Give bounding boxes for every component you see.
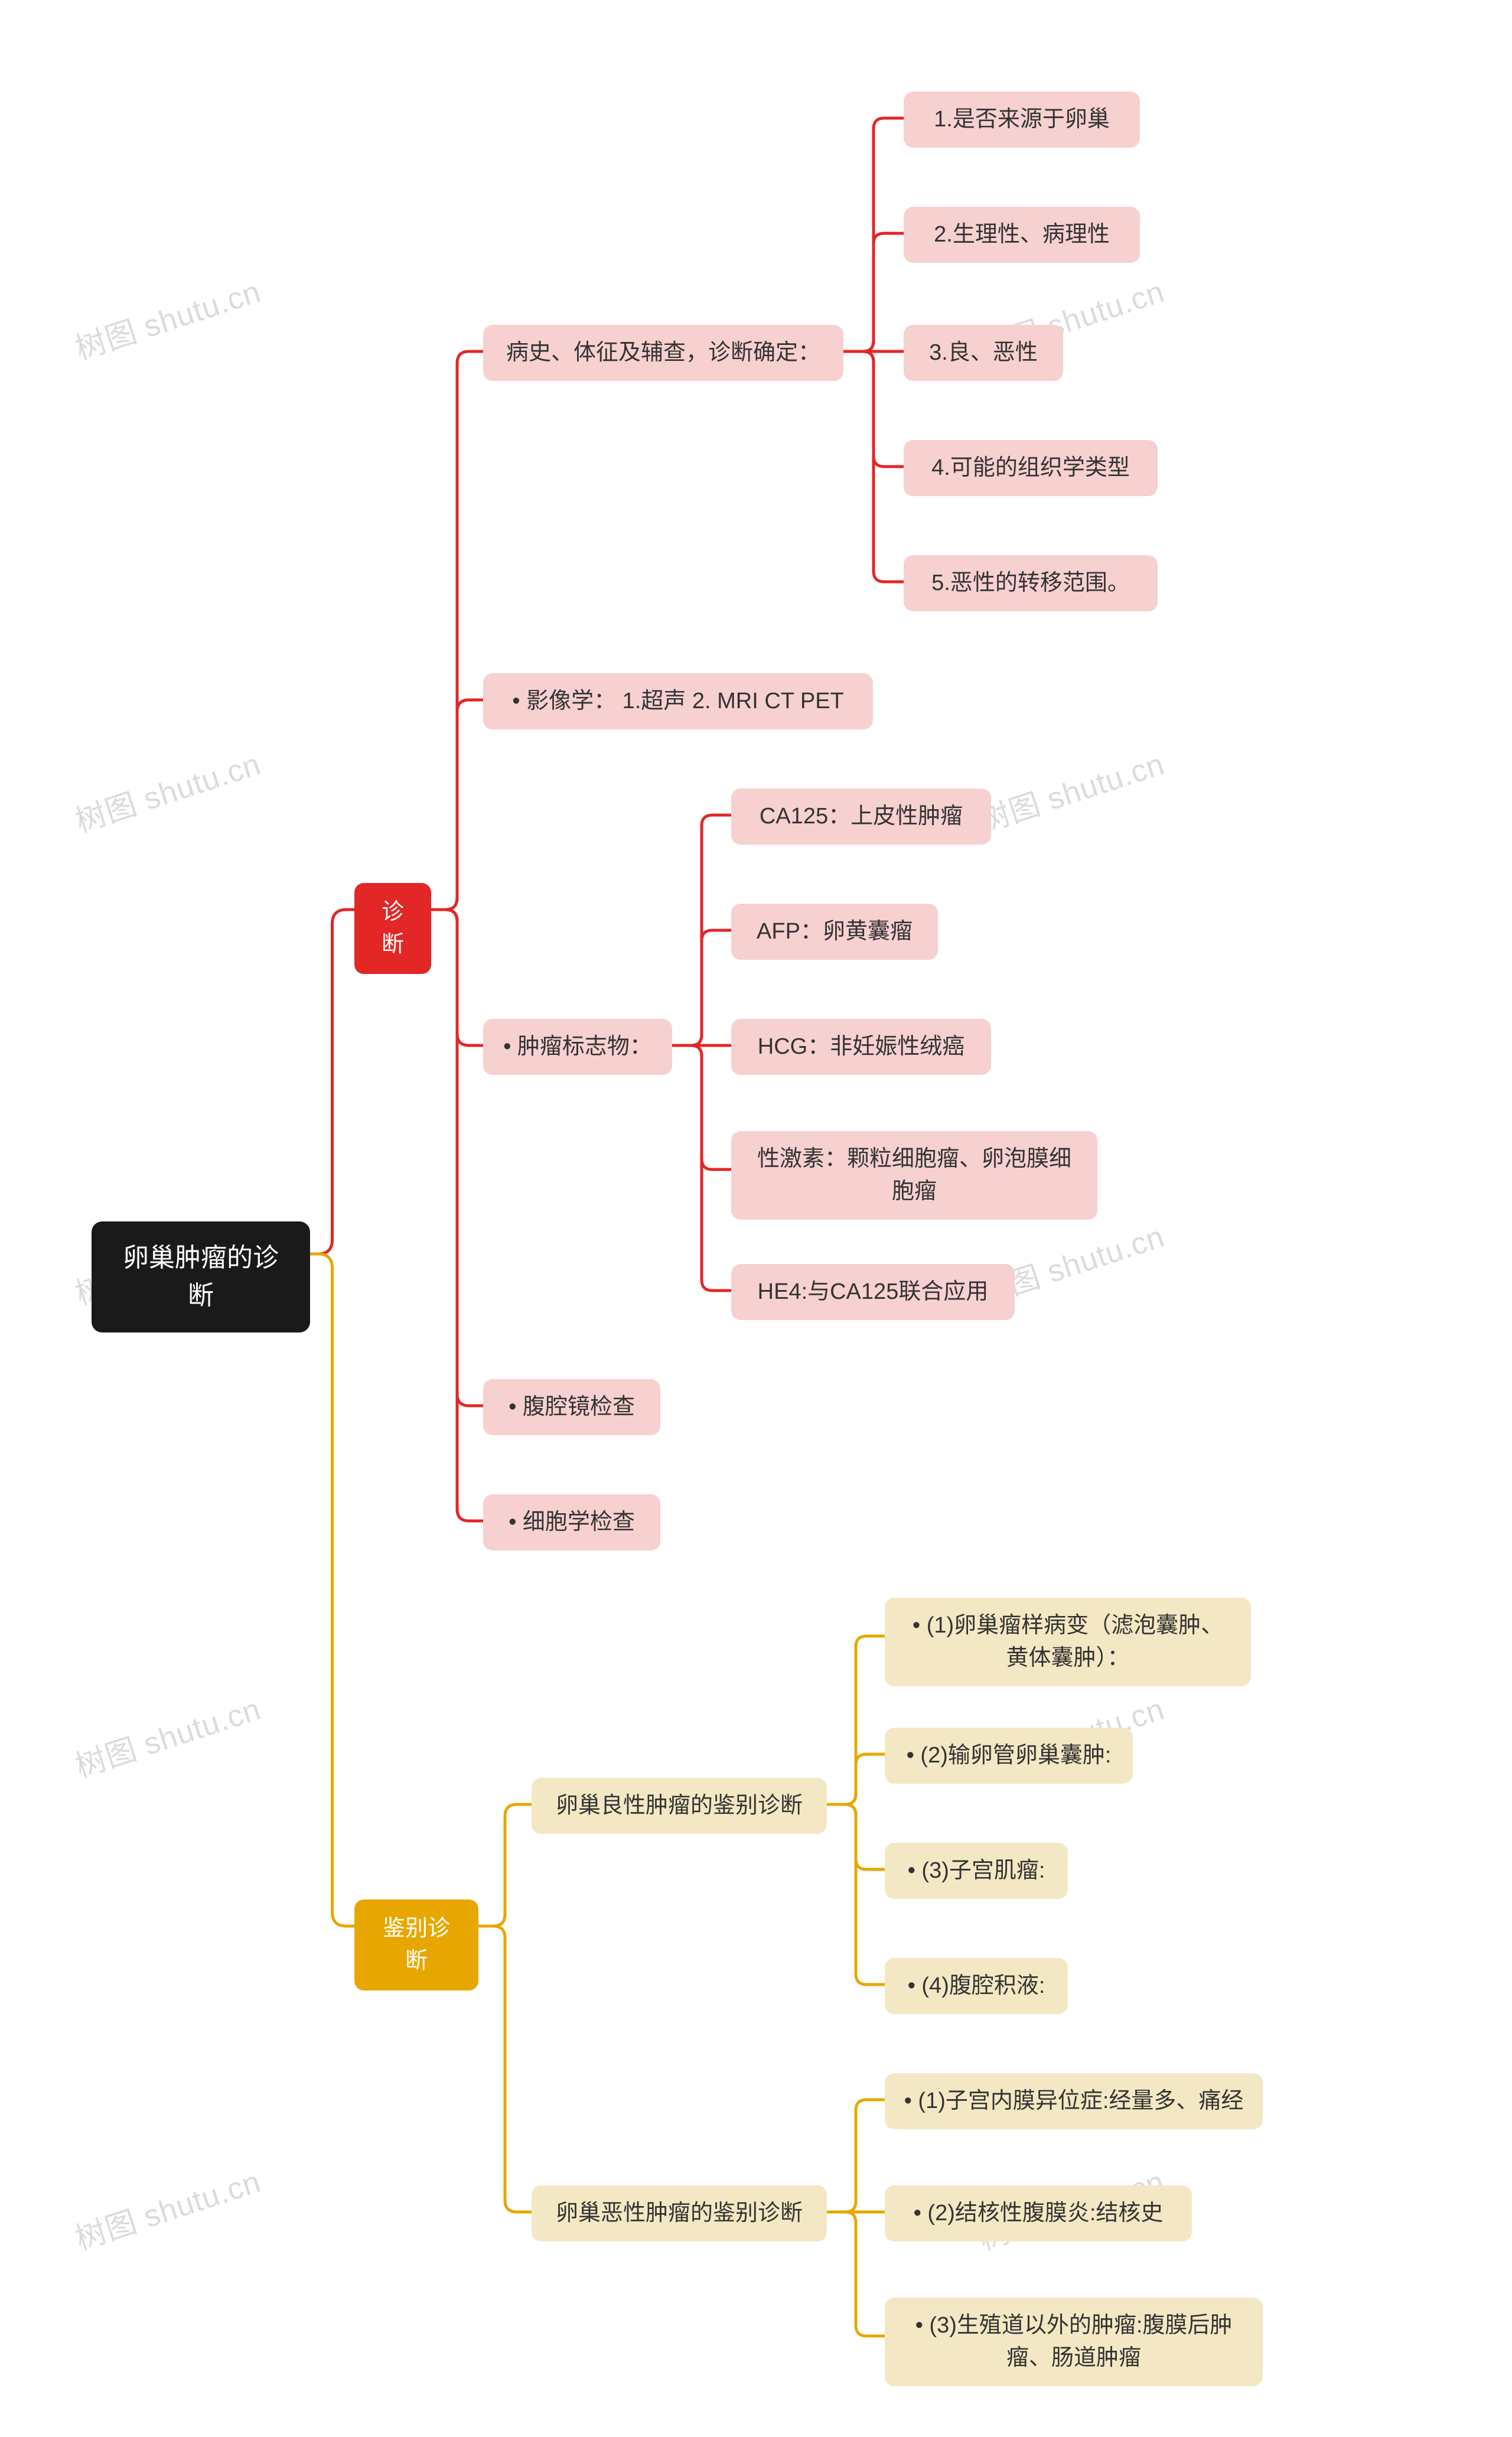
branch-diag-label: 诊断 bbox=[373, 896, 412, 961]
node-hist-2: 3.良、恶性 bbox=[904, 325, 1063, 381]
node-hist: 病史、体征及辅查，诊断确定： bbox=[483, 325, 843, 381]
connector bbox=[843, 351, 904, 467]
watermark: 树图 shutu.cn bbox=[69, 1684, 265, 1786]
node-benign-1-label: • (2)输卵管卵巢囊肿: bbox=[907, 1739, 1112, 1772]
node-markers-2-label: HCG：非妊娠性绒癌 bbox=[758, 1031, 964, 1063]
connector bbox=[431, 910, 483, 1045]
node-hist-4-label: 5.恶性的转移范围。 bbox=[931, 567, 1130, 600]
branch-diff-label: 鉴别诊断 bbox=[373, 1913, 460, 1977]
node-hist-0-label: 1.是否来源于卵巢 bbox=[934, 103, 1110, 136]
node-benign-1: • (2)输卵管卵巢囊肿: bbox=[885, 1728, 1133, 1784]
node-malig-1: • (2)结核性腹膜炎:结核史 bbox=[885, 2185, 1192, 2241]
node-malig-2: • (3)生殖道以外的肿瘤:腹膜后肿瘤、肠道肿瘤 bbox=[885, 2298, 1263, 2386]
connector bbox=[431, 910, 483, 1406]
node-malig: 卵巢恶性肿瘤的鉴别诊断 bbox=[532, 2185, 827, 2241]
node-benign-3-label: • (4)腹腔积液: bbox=[908, 1970, 1045, 2002]
node-hist-1: 2.生理性、病理性 bbox=[904, 207, 1140, 263]
connector bbox=[827, 2100, 885, 2212]
root-node: 卵巢肿瘤的诊断 bbox=[92, 1221, 310, 1332]
node-hist-4: 5.恶性的转移范围。 bbox=[904, 555, 1158, 611]
node-markers-0-label: CA125：上皮性肿瘤 bbox=[760, 800, 963, 833]
node-markers-label: • 肿瘤标志物： bbox=[503, 1031, 652, 1063]
connector bbox=[843, 118, 904, 351]
connector bbox=[672, 930, 731, 1045]
connector bbox=[827, 1754, 885, 1804]
node-benign: 卵巢良性肿瘤的鉴别诊断 bbox=[532, 1778, 827, 1834]
branch-diff: 鉴别诊断 bbox=[354, 1900, 478, 1990]
node-imaging: • 影像学： 1.超声 2. MRI CT PET bbox=[483, 673, 873, 729]
connector bbox=[431, 910, 483, 1521]
connector bbox=[478, 1804, 532, 1926]
connector bbox=[672, 815, 731, 1045]
connector bbox=[672, 1045, 731, 1291]
node-malig-0-label: • (1)子宫内膜异位症:经量多、痛经 bbox=[904, 2085, 1244, 2117]
node-cyto: • 细胞学检查 bbox=[483, 1494, 660, 1550]
connector bbox=[310, 910, 354, 1254]
node-malig-label: 卵巢恶性肿瘤的鉴别诊断 bbox=[556, 2197, 803, 2230]
watermark: 树图 shutu.cn bbox=[69, 266, 265, 368]
watermark: 树图 shutu.cn bbox=[69, 739, 265, 840]
node-markers-0: CA125：上皮性肿瘤 bbox=[731, 789, 991, 845]
node-benign-0-label: • (1)卵巢瘤样病变（滤泡囊肿、黄体囊肿）： bbox=[902, 1610, 1233, 1674]
node-benign-2-label: • (3)子宫肌瘤: bbox=[908, 1855, 1045, 1887]
node-cyto-label: • 细胞学检查 bbox=[509, 1506, 635, 1539]
node-malig-1-label: • (2)结核性腹膜炎:结核史 bbox=[914, 2197, 1164, 2230]
connector bbox=[431, 700, 483, 910]
connector bbox=[478, 1926, 532, 2212]
node-hist-2-label: 3.良、恶性 bbox=[929, 337, 1038, 369]
watermark: 树图 shutu.cn bbox=[69, 2156, 265, 2258]
node-markers: • 肿瘤标志物： bbox=[483, 1019, 672, 1075]
connector bbox=[827, 2212, 885, 2336]
root-node-label: 卵巢肿瘤的诊断 bbox=[114, 1239, 288, 1315]
connector bbox=[431, 351, 483, 910]
node-lap-label: • 腹腔镜检查 bbox=[509, 1391, 635, 1423]
node-markers-4-label: HE4:与CA125联合应用 bbox=[758, 1276, 989, 1308]
node-hist-0: 1.是否来源于卵巢 bbox=[904, 92, 1140, 148]
node-malig-2-label: • (3)生殖道以外的肿瘤:腹膜后肿瘤、肠道肿瘤 bbox=[902, 2309, 1245, 2374]
connector bbox=[843, 233, 904, 351]
connector bbox=[827, 1636, 885, 1804]
node-lap: • 腹腔镜检查 bbox=[483, 1379, 660, 1435]
node-benign-3: • (4)腹腔积液: bbox=[885, 1958, 1068, 2014]
node-benign-label: 卵巢良性肿瘤的鉴别诊断 bbox=[556, 1790, 803, 1822]
connector bbox=[827, 1804, 885, 1869]
connector bbox=[843, 351, 904, 582]
connector bbox=[672, 1045, 731, 1169]
node-imaging-label: • 影像学： 1.超声 2. MRI CT PET bbox=[512, 685, 844, 718]
connector bbox=[310, 1254, 354, 1926]
node-malig-0: • (1)子宫内膜异位症:经量多、痛经 bbox=[885, 2073, 1263, 2129]
node-markers-3: 性激素：颗粒细胞瘤、卵泡膜细胞瘤 bbox=[731, 1131, 1097, 1220]
node-hist-1-label: 2.生理性、病理性 bbox=[934, 219, 1110, 251]
node-markers-1-label: AFP：卵黄囊瘤 bbox=[757, 915, 913, 948]
node-benign-0: • (1)卵巢瘤样病变（滤泡囊肿、黄体囊肿）： bbox=[885, 1598, 1251, 1686]
node-markers-2: HCG：非妊娠性绒癌 bbox=[731, 1019, 991, 1075]
node-hist-label: 病史、体征及辅查，诊断确定： bbox=[506, 337, 820, 369]
connector bbox=[827, 1804, 885, 1985]
node-hist-3: 4.可能的组织学类型 bbox=[904, 440, 1158, 496]
node-markers-3-label: 性激素：颗粒细胞瘤、卵泡膜细胞瘤 bbox=[749, 1143, 1080, 1208]
node-markers-4: HE4:与CA125联合应用 bbox=[731, 1264, 1015, 1320]
watermark: 树图 shutu.cn bbox=[972, 739, 1169, 840]
node-hist-3-label: 4.可能的组织学类型 bbox=[931, 452, 1130, 484]
branch-diag: 诊断 bbox=[354, 883, 431, 974]
node-benign-2: • (3)子宫肌瘤: bbox=[885, 1843, 1068, 1899]
node-markers-1: AFP：卵黄囊瘤 bbox=[731, 904, 938, 960]
